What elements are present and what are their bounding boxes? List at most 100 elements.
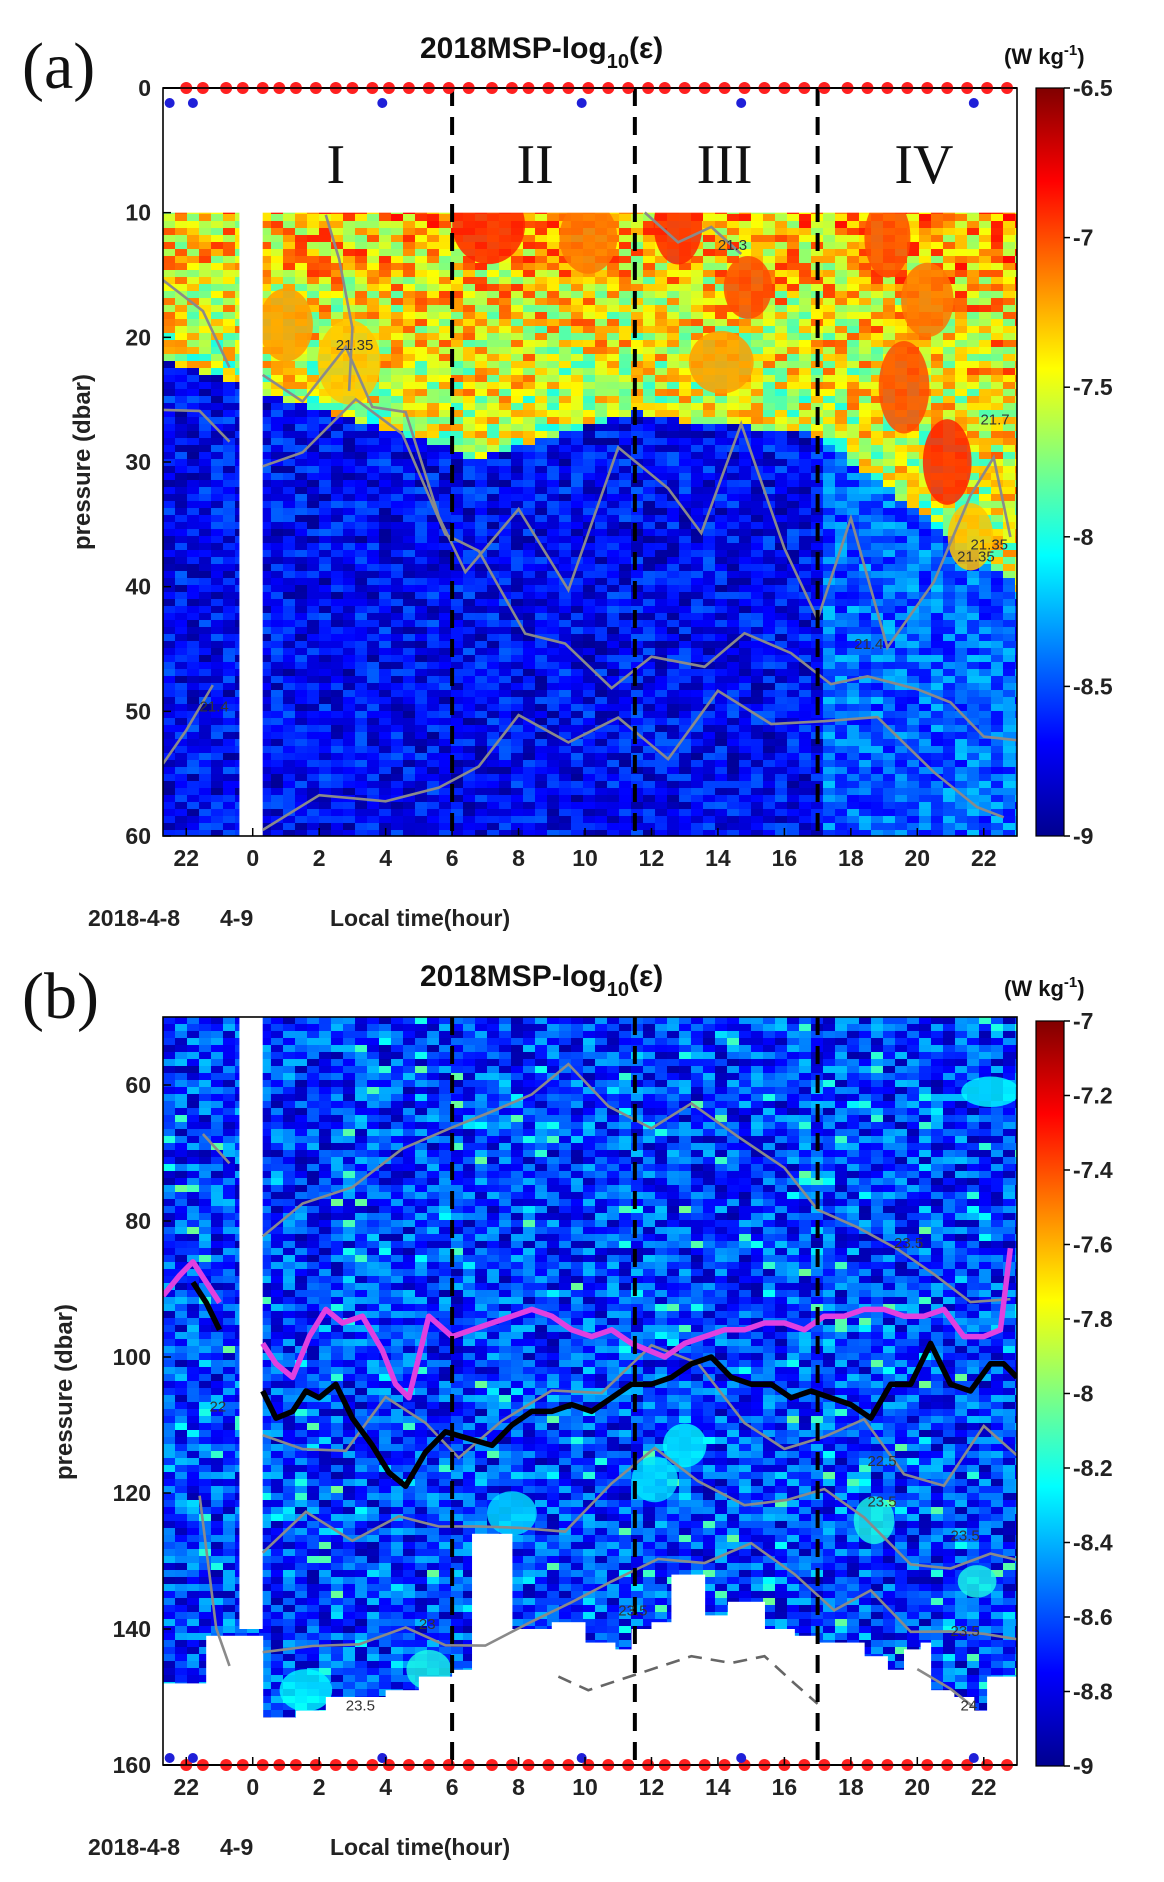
panel-a-heat-cell <box>379 333 392 341</box>
panel-a-heat-cell <box>295 382 308 390</box>
panel-a-heat-cell <box>571 739 584 747</box>
panel-a-heat-cell <box>475 515 488 523</box>
panel-a-heat-cell <box>535 718 548 726</box>
panel-a-heat-cell <box>367 445 380 453</box>
panel-a-heat-cell <box>331 676 344 684</box>
panel-a-heat-cell <box>211 214 224 222</box>
panel-a-heat-cell <box>655 774 668 782</box>
panel-a-heat-cell <box>379 690 392 698</box>
panel-a-heat-cell <box>283 781 296 789</box>
panel-a-heat-cell <box>175 578 188 586</box>
panel-a-heat-cell <box>307 529 320 537</box>
panel-a-heat-cell <box>211 445 224 453</box>
panel-a-heat-cell <box>367 753 380 761</box>
panel-a-heat-cell <box>475 620 488 628</box>
panel-a-heat-cell <box>619 781 632 789</box>
panel-a-heat-cell <box>175 641 188 649</box>
panel-a-heat-cell <box>607 753 620 761</box>
panel-a-heat-cell <box>703 627 716 635</box>
panel-a-heat-cell <box>535 599 548 607</box>
panel-a-heat-cell <box>307 263 320 271</box>
panel-a-heat-cell <box>619 480 632 488</box>
panel-a-heat-cell <box>271 529 284 537</box>
panel-a-heat-cell <box>499 438 512 446</box>
panel-a-heat-cell <box>187 725 200 733</box>
panel-a-heat-cell <box>667 683 680 691</box>
panel-a-heat-cell <box>451 739 464 747</box>
panel-a-heat-cell <box>655 466 668 474</box>
panel-a-heat-cell <box>259 690 272 698</box>
panel-a-heat-cell <box>679 809 692 817</box>
panel-a-heat-cell <box>667 501 680 509</box>
panel-a-heat-cell <box>439 389 452 397</box>
panel-a-heat-cell <box>223 375 236 383</box>
panel-a-heat-cell <box>619 340 632 348</box>
panel-a-heat-cell <box>175 333 188 341</box>
panel-a-heat-cell <box>187 291 200 299</box>
panel-a-heat-cell <box>535 319 548 327</box>
panel-a-heat-cell <box>439 655 452 663</box>
panel-a-heat-cell <box>295 452 308 460</box>
panel-a-heat-cell <box>415 361 428 369</box>
panel-a-heat-cell <box>427 403 440 411</box>
panel-a-heat-cell <box>163 214 176 222</box>
panel-a-heat-cell <box>535 235 548 243</box>
panel-a-heat-cell <box>223 382 236 390</box>
panel-a-heat-cell <box>355 564 368 572</box>
panel-a-heat-cell <box>259 634 272 642</box>
panel-a-heat-cell <box>655 830 668 836</box>
panel-a-heat-cell <box>403 270 416 278</box>
panel-a-heat-cell <box>223 746 236 754</box>
panel-a-heat-cell <box>259 753 272 761</box>
panel-a-heat-cell <box>607 347 620 355</box>
panel-a-heat-cell <box>547 368 560 376</box>
panel-a-heat-cell <box>523 501 536 509</box>
panel-a-heat-cell <box>691 529 704 537</box>
panel-a-heat-cell <box>547 711 560 719</box>
panel-a-heat-cell <box>715 578 728 586</box>
panel-a-heat-cell <box>475 312 488 320</box>
panel-a-heat-cell <box>691 263 704 271</box>
panel-a-heat-cell <box>199 823 212 831</box>
panel-a-heat-cell <box>271 480 284 488</box>
panel-a-heat-cell <box>391 417 404 425</box>
panel-a-heat-cell <box>571 697 584 705</box>
panel-a-heat-cell <box>295 809 308 817</box>
panel-a-heat-cell <box>415 606 428 614</box>
panel-a-heat-cell <box>499 536 512 544</box>
panel-a-heat-cell <box>319 648 332 656</box>
panel-a-heat-cell <box>703 634 716 642</box>
panel-a-heat-cell <box>571 494 584 502</box>
panel-a-heat-cell <box>559 515 572 523</box>
panel-a-heat-cell <box>619 648 632 656</box>
panel-a-heat-cell <box>583 438 596 446</box>
panel-a-heat-cell <box>559 830 572 836</box>
panel-a-heat-cell <box>679 480 692 488</box>
panel-a-heat-cell <box>535 557 548 565</box>
panel-a-heat-cell <box>643 795 656 803</box>
panel-a-heat-cell <box>223 767 236 775</box>
panel-a-heat-cell <box>223 543 236 551</box>
panel-a-heat-cell <box>679 354 692 362</box>
panel-a-heat-cell <box>175 508 188 516</box>
panel-a-heat-cell <box>223 466 236 474</box>
panel-a-heat-cell <box>259 550 272 558</box>
panel-a-heat-cell <box>643 704 656 712</box>
panel-a-heat-cell <box>523 557 536 565</box>
panel-a-heat-cell <box>451 662 464 670</box>
panel-a-heat-cell <box>439 333 452 341</box>
panel-a-heat-cell <box>571 732 584 740</box>
panel-a-heat-cell <box>475 669 488 677</box>
panel-a-heat-cell <box>451 711 464 719</box>
panel-a-heat-cell <box>619 319 632 327</box>
panel-a-heat-cell <box>619 676 632 684</box>
panel-a-heat-cell <box>583 375 596 383</box>
panel-a-heat-cell <box>559 375 572 383</box>
panel-a-heat-cell <box>691 613 704 621</box>
panel-a-heat-cell <box>223 368 236 376</box>
panel-a-heat-cell <box>187 809 200 817</box>
panel-a-heat-cell <box>427 256 440 264</box>
panel-a-heat-cell <box>163 599 176 607</box>
panel-a-heat-cell <box>703 396 716 404</box>
panel-a-heat-cell <box>667 291 680 299</box>
